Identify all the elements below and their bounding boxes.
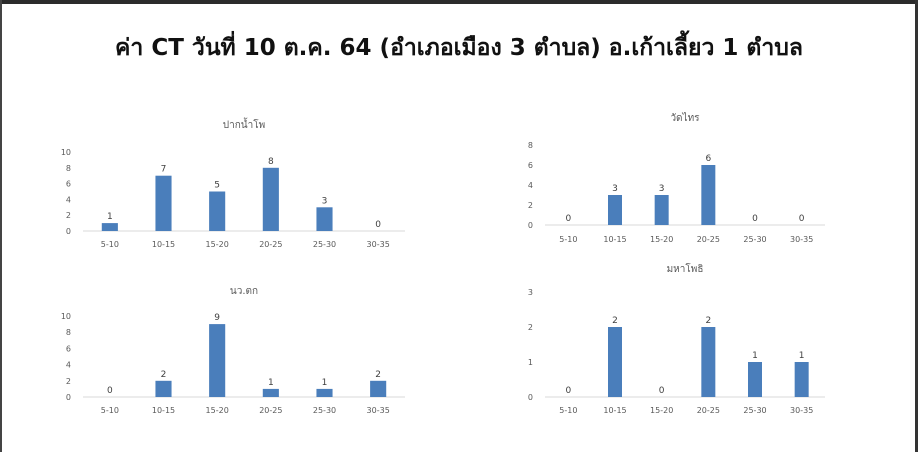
x-tick-label: 5-10 xyxy=(101,406,119,415)
bar xyxy=(316,207,333,231)
data-label: 2 xyxy=(375,370,381,380)
y-tick-label: 3 xyxy=(528,288,533,297)
x-tick-label: 15-20 xyxy=(650,406,673,415)
data-label: 3 xyxy=(322,196,328,206)
x-tick-label: 30-35 xyxy=(790,406,813,415)
x-tick-label: 15-20 xyxy=(206,240,229,249)
chart-title: มหาโพธิ xyxy=(667,262,704,275)
data-label: 5 xyxy=(214,181,220,191)
data-label: 8 xyxy=(268,157,274,167)
chart-watsai: วัดไทร 0 2 4 6 8 0 5-10 3 10-15 3 15-20 6 20-25 0 25-30… xyxy=(528,112,825,244)
data-label: 1 xyxy=(268,378,274,388)
bar xyxy=(262,167,279,231)
bar xyxy=(701,327,716,397)
right-border xyxy=(915,0,918,452)
chart-title: วัดไทร xyxy=(670,112,700,124)
x-tick-label: 20-25 xyxy=(697,406,720,415)
x-tick-label: 25-30 xyxy=(743,235,766,244)
y-tick-label: 8 xyxy=(528,141,533,150)
x-tick-label: 30-35 xyxy=(367,240,390,249)
x-tick-label: 20-25 xyxy=(259,406,282,415)
chart-nakhonsawan-tok: นว.ตก 0 2 4 6 8 10 0 5-10 2 10-15 9 15-20 1 20-25 1 25-3… xyxy=(61,286,405,415)
y-tick-label: 1 xyxy=(528,358,533,367)
data-label: 0 xyxy=(375,220,381,230)
data-label: 2 xyxy=(612,316,618,326)
chart-paknampho: ปากน้ำโพ 0 2 4 6 8 10 1 5-10 7 10-15 5 15-20 8 20-25 3 2… xyxy=(61,117,405,249)
x-tick-label: 30-35 xyxy=(367,406,390,415)
x-tick-label: 15-20 xyxy=(650,235,673,244)
data-label: 0 xyxy=(752,214,758,224)
bar xyxy=(370,380,387,397)
x-tick-label: 30-35 xyxy=(790,235,813,244)
bar xyxy=(654,195,669,225)
chart-mahaphot: มหาโพธิ 0 1 2 3 0 5-10 2 10-15 0 15-20 2 20-25 1 25-30… xyxy=(528,262,825,415)
y-tick-label: 10 xyxy=(61,148,71,157)
chart-title: ปากน้ำโพ xyxy=(223,117,265,131)
y-tick-label: 0 xyxy=(528,393,533,402)
data-label: 3 xyxy=(659,184,665,194)
data-label: 6 xyxy=(705,154,711,164)
y-tick-label: 0 xyxy=(66,393,71,402)
bar xyxy=(209,324,226,397)
bar xyxy=(155,380,172,397)
y-tick-label: 0 xyxy=(66,227,71,236)
data-label: 0 xyxy=(659,386,665,396)
data-label: 1 xyxy=(322,378,328,388)
x-tick-label: 20-25 xyxy=(259,240,282,249)
bar xyxy=(209,191,226,231)
data-label: 3 xyxy=(612,184,618,194)
x-tick-label: 5-10 xyxy=(559,235,577,244)
x-tick-label: 25-30 xyxy=(313,406,336,415)
bar xyxy=(608,195,622,225)
data-label: 0 xyxy=(565,214,571,224)
data-label: 9 xyxy=(214,313,220,323)
data-label: 2 xyxy=(705,316,711,326)
bar xyxy=(701,165,716,225)
x-tick-label: 15-20 xyxy=(206,406,229,415)
bar xyxy=(101,223,118,231)
data-label: 7 xyxy=(161,165,167,175)
data-label: 0 xyxy=(565,386,571,396)
data-label: 0 xyxy=(799,214,805,224)
bar xyxy=(155,175,172,231)
x-tick-label: 25-30 xyxy=(743,406,766,415)
bar xyxy=(748,362,762,397)
y-tick-label: 10 xyxy=(61,312,71,321)
y-tick-label: 8 xyxy=(66,164,71,173)
data-label: 1 xyxy=(752,351,758,361)
y-tick-label: 6 xyxy=(528,161,533,170)
y-tick-label: 6 xyxy=(66,180,71,189)
top-border xyxy=(0,0,918,4)
y-tick-label: 2 xyxy=(528,201,533,210)
y-tick-label: 4 xyxy=(528,181,533,190)
y-tick-label: 4 xyxy=(66,195,71,204)
data-label: 2 xyxy=(161,370,167,380)
y-tick-label: 8 xyxy=(66,328,71,337)
y-tick-label: 0 xyxy=(528,221,533,230)
data-label: 0 xyxy=(107,386,113,396)
x-tick-label: 25-30 xyxy=(313,240,336,249)
y-tick-label: 6 xyxy=(66,344,71,353)
y-tick-label: 2 xyxy=(66,211,71,220)
bar xyxy=(794,362,809,397)
slide-title: ค่า CT วันที่ 10 ต.ค. 64 (อำเภอเมือง 3 ต… xyxy=(115,35,803,61)
x-tick-label: 10-15 xyxy=(603,406,626,415)
y-tick-label: 4 xyxy=(66,361,71,370)
data-label: 1 xyxy=(799,351,805,361)
data-label: 1 xyxy=(107,212,113,222)
bar xyxy=(262,388,279,397)
x-tick-label: 20-25 xyxy=(697,235,720,244)
x-tick-label: 10-15 xyxy=(152,240,175,249)
x-tick-label: 5-10 xyxy=(559,406,577,415)
x-tick-label: 10-15 xyxy=(152,406,175,415)
chart-title: นว.ตก xyxy=(230,286,258,297)
bar xyxy=(316,388,333,397)
x-tick-label: 10-15 xyxy=(603,235,626,244)
x-tick-label: 5-10 xyxy=(101,240,119,249)
bar xyxy=(608,327,622,397)
y-tick-label: 2 xyxy=(66,377,71,386)
left-border xyxy=(0,0,2,452)
y-tick-label: 2 xyxy=(528,323,533,332)
